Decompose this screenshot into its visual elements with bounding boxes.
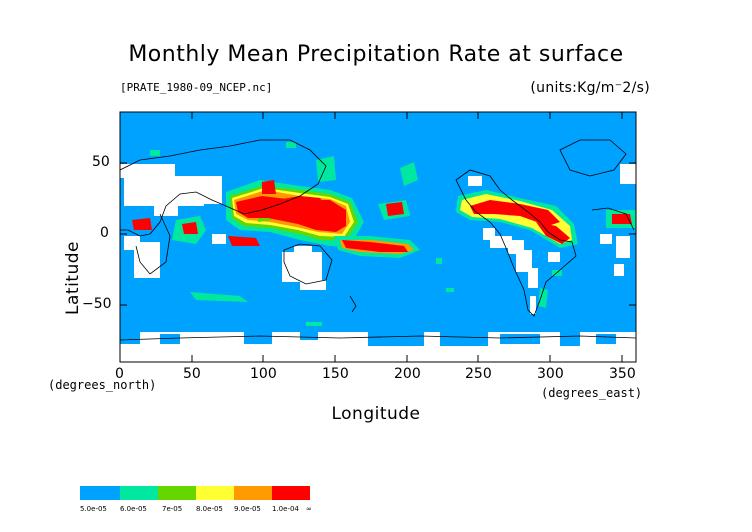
x-tick-marks — [119, 112, 623, 362]
coastlines — [120, 139, 636, 341]
legend-label-7: ∞ — [306, 505, 312, 513]
legend-label-1: 5.0e-05 — [80, 505, 107, 513]
legend-swatch-4 — [196, 486, 234, 500]
map-title: Monthly Mean Precipitation Rate at surfa… — [128, 42, 624, 67]
legend-swatch-5 — [234, 486, 272, 500]
x-tick-label-300: 300 — [537, 366, 564, 382]
x-tick-label-50: 50 — [183, 366, 201, 382]
x-tick-label-250: 250 — [465, 366, 492, 382]
map-field — [120, 112, 636, 362]
legend-swatch-6 — [272, 486, 310, 500]
units-label: (units:Kg/m⁻2/s) — [530, 80, 650, 96]
x-axis-unit: (degrees_east) — [541, 386, 643, 400]
legend-label-5: 9.0e-05 — [234, 505, 261, 513]
file-label: [PRATE_1980-09_NCEP.nc] — [120, 81, 273, 94]
legend-label-2: 6.0e-05 — [120, 505, 147, 513]
legend-label-4: 8.0e-05 — [196, 505, 223, 513]
y-axis-unit: (degrees_north) — [48, 378, 157, 392]
x-tick-label-100: 100 — [250, 366, 277, 382]
color-legend: 5.0e-05 6.0e-05 7e-05 8.0e-05 9.0e-05 1.… — [80, 486, 320, 516]
y-tick-label-minus50: −50 — [82, 296, 112, 312]
map-border — [119, 111, 637, 363]
y-tick-label-0: 0 — [100, 225, 109, 241]
x-axis-label: Longitude — [331, 404, 421, 424]
legend-swatch-1 — [80, 486, 120, 500]
x-tick-label-150: 150 — [322, 366, 349, 382]
y-tick-label-50: 50 — [92, 154, 110, 170]
legend-label-6: 1.0e-04 — [272, 505, 299, 513]
legend-swatch-3 — [158, 486, 196, 500]
x-tick-label-200: 200 — [394, 366, 421, 382]
y-tick-marks — [120, 162, 636, 306]
precipitation-map — [119, 111, 637, 363]
y-axis-label: Latitude — [62, 241, 83, 315]
legend-label-3: 7e-05 — [162, 505, 183, 513]
x-tick-label-0: 0 — [115, 366, 124, 382]
legend-swatch-2 — [120, 486, 158, 500]
x-tick-label-350: 350 — [609, 366, 636, 382]
